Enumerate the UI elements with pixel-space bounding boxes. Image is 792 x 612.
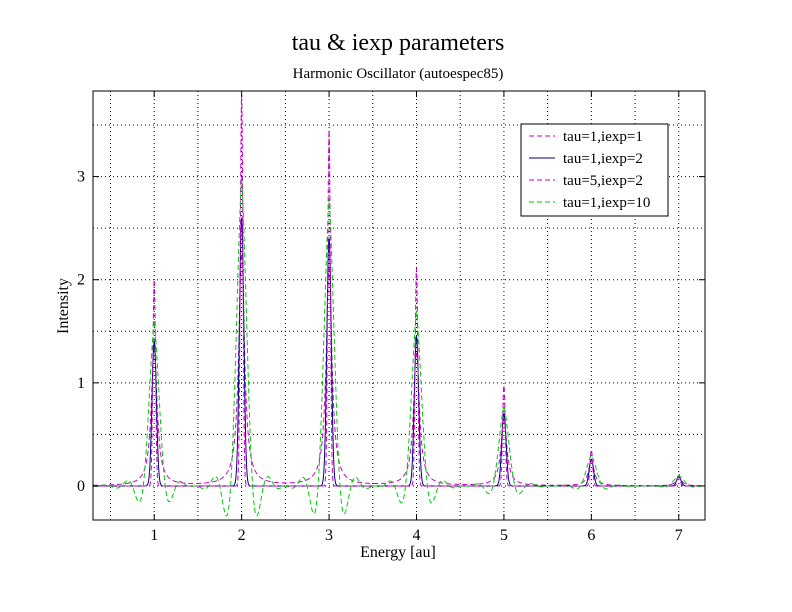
legend-entry-3: tau=5,iexp=2 — [563, 173, 643, 189]
x-tick-label: 4 — [412, 527, 420, 544]
series-line-1 — [92, 253, 705, 487]
legend-entry-4: tau=1,iexp=10 — [563, 195, 650, 211]
y-tick-label: 3 — [77, 169, 85, 186]
y-axis-label: Intensity — [55, 278, 72, 334]
legend: tau=1,iexp=1 tau=1,iexp=2 tau=5,iexp=2 tau=… — [520, 123, 669, 217]
legend-entry-1: tau=1,iexp=1 — [563, 129, 643, 145]
y-tick-label: 2 — [77, 272, 85, 289]
legend-entry-2: tau=1,iexp=2 — [563, 151, 643, 167]
plot-area — [92, 96, 705, 517]
chart-title: tau & iexp parameters — [292, 30, 505, 56]
y-tick-label: 1 — [77, 375, 85, 392]
series-line-4 — [92, 177, 705, 517]
series-line-2 — [93, 217, 705, 487]
x-tick-label: 5 — [500, 527, 508, 544]
x-tick-label: 6 — [587, 527, 595, 544]
chart-subtitle: Harmonic Oscillator (autoespec85) — [293, 66, 504, 82]
x-axis-label: Energy [au] — [360, 544, 436, 561]
plot-frame — [92, 90, 706, 521]
axis-ticks: 1 2 3 4 5 6 7 0 1 2 3 — [77, 91, 705, 544]
legend-box — [520, 123, 669, 217]
x-tick-label: 7 — [675, 527, 683, 544]
y-tick-label: 0 — [77, 478, 85, 495]
x-tick-label: 1 — [150, 527, 158, 544]
x-tick-label: 2 — [238, 527, 246, 544]
x-tick-label: 3 — [325, 527, 333, 544]
